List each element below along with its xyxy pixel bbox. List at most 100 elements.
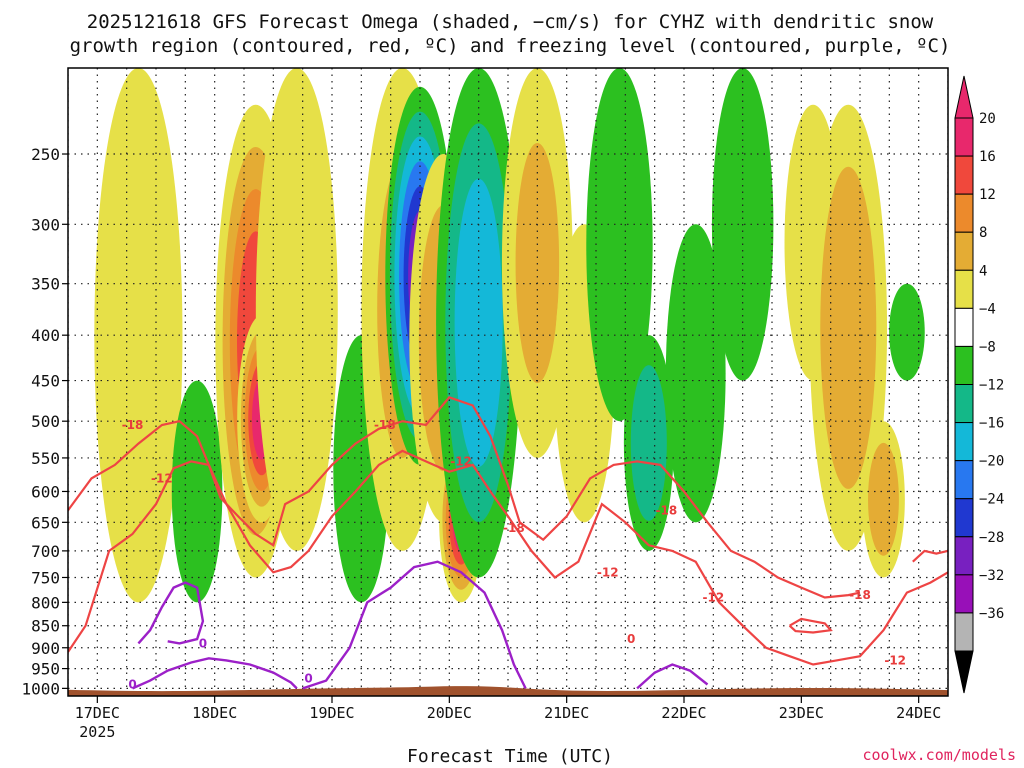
y-tick-label: 500 [31, 412, 60, 431]
omega-cell [665, 224, 726, 523]
plot-inner: -18 -12 -18 -12 -18 -12 -18 -12 -18 -12 0 0 0 0 [68, 68, 948, 696]
freezing-contour-line [132, 657, 298, 690]
contour-label: -18 [374, 418, 396, 432]
chart-title-line2: growth region (contoured, red, ºC) and f… [70, 35, 951, 57]
dgz-contour-line [68, 449, 948, 666]
omega-band [637, 395, 660, 491]
colorbar-label: 12 [979, 187, 996, 203]
omega-band [515, 142, 560, 383]
contour-label: -18 [656, 503, 678, 517]
contour-label: -12 [151, 471, 173, 485]
x-tick-label: 18DEC [192, 704, 237, 722]
y-tick-label: 1000 [21, 679, 60, 698]
colorbar-swatch [954, 384, 974, 424]
colorbar-label: 20 [979, 111, 996, 127]
omega-cell [94, 68, 183, 603]
contour-label: 0 [199, 636, 207, 650]
omega-cell [862, 421, 905, 578]
y-tick-label: 950 [31, 660, 60, 679]
freezing-contour-line [636, 663, 709, 690]
omega-cell [255, 68, 338, 551]
terrain-fill [68, 686, 948, 696]
omega-band [831, 228, 866, 427]
y-tick-label: 400 [31, 326, 60, 345]
colorbar-swatch [954, 269, 974, 309]
contour-label: -18 [122, 418, 144, 432]
dgz-contour-line [68, 396, 861, 599]
x-year-label: 2025 [79, 723, 115, 741]
x-tick-label: 24DEC [896, 704, 941, 722]
colorbar-label: 8 [979, 225, 987, 241]
contour-label: -12 [597, 565, 619, 579]
colorbar-swatch [954, 345, 974, 385]
x-axis-label: Forecast Time (UTC) [407, 746, 613, 767]
colorbar-bottom-arrow [954, 650, 974, 694]
y-tick-label: 600 [31, 482, 60, 501]
colorbar-label: 4 [979, 263, 987, 279]
freezing-contour-line [137, 581, 205, 645]
contour-label: -12 [450, 454, 472, 468]
colorbar-swatch [954, 460, 974, 500]
colorbar-swatch [954, 307, 974, 347]
colorbar-label: −16 [979, 416, 1004, 432]
colorbar-swatch [954, 422, 974, 462]
x-tick-label: 23DEC [779, 704, 824, 722]
y-tick-label: 450 [31, 372, 60, 391]
colorbar-swatch [954, 498, 974, 538]
x-tick-label: 19DEC [309, 704, 354, 722]
omega-band [895, 302, 918, 362]
omega-cell [586, 68, 653, 422]
omega-cell [623, 335, 674, 551]
y-tick-label: 650 [31, 513, 60, 532]
colorbar-swatch [954, 117, 974, 157]
contour-label: 0 [128, 677, 136, 691]
credit-text: coolwx.com/models [862, 746, 1016, 764]
omega-band [677, 281, 715, 466]
y-tick-label: 250 [31, 145, 60, 164]
contour-label: -18 [503, 521, 525, 535]
contour-label: -12 [884, 653, 906, 667]
omega-band [599, 135, 640, 354]
colorbar-swatch [954, 612, 974, 652]
omega-cell [809, 104, 888, 551]
x-tick-label: 17DEC [75, 704, 120, 722]
contour-label: -18 [849, 588, 871, 602]
y-tick-label: 550 [31, 449, 60, 468]
contour-label: 0 [304, 672, 312, 686]
contour-label: -12 [702, 591, 724, 605]
y-tick-label: 700 [31, 542, 60, 561]
colorbar-swatch [954, 155, 974, 195]
y-tick-label: 300 [31, 215, 60, 234]
colorbar-label: −28 [979, 530, 1004, 546]
y-tick-label: 800 [31, 593, 60, 612]
freezing-contour-line [302, 560, 527, 690]
dgz-contour-line [788, 617, 833, 634]
chart-title-line1: 2025121618 GFS Forecast Omega (shaded, −… [87, 11, 934, 33]
y-tick-label: 350 [31, 275, 60, 294]
colorbar-label: −36 [979, 606, 1004, 622]
omega-band [873, 464, 893, 535]
y-tick-label: 900 [31, 639, 60, 658]
colorbar-label: −20 [979, 454, 1004, 470]
colorbar-swatch [954, 574, 974, 614]
colorbar-label: −24 [979, 492, 1004, 508]
colorbar-label: −12 [979, 378, 1004, 394]
colorbar-label: −8 [979, 339, 996, 355]
x-tick-label: 20DEC [427, 704, 472, 722]
colorbar-swatch [954, 193, 974, 233]
contour-label: 0 [627, 632, 635, 646]
colorbar-label: −32 [979, 568, 1004, 584]
y-tick-label: 850 [31, 617, 60, 636]
omega-band [271, 160, 323, 459]
omega-cell [889, 283, 925, 381]
colorbar: 20 16 12 8 4 −4 −8 −12 −16 −20 −24 −28 −32 −36 [954, 75, 1004, 694]
colorbar-swatch [954, 536, 974, 576]
plot-area: -18 -12 -18 -12 -18 -12 -18 -12 -18 -12 0 0 0 0 250 300… [21, 67, 949, 741]
x-tick-label: 21DEC [544, 704, 589, 722]
colorbar-swatch [954, 231, 974, 271]
colorbar-top-arrow [954, 75, 974, 119]
plot-frame [67, 67, 949, 697]
dgz-contour-line [912, 549, 948, 563]
colorbar-label: −4 [979, 301, 996, 317]
